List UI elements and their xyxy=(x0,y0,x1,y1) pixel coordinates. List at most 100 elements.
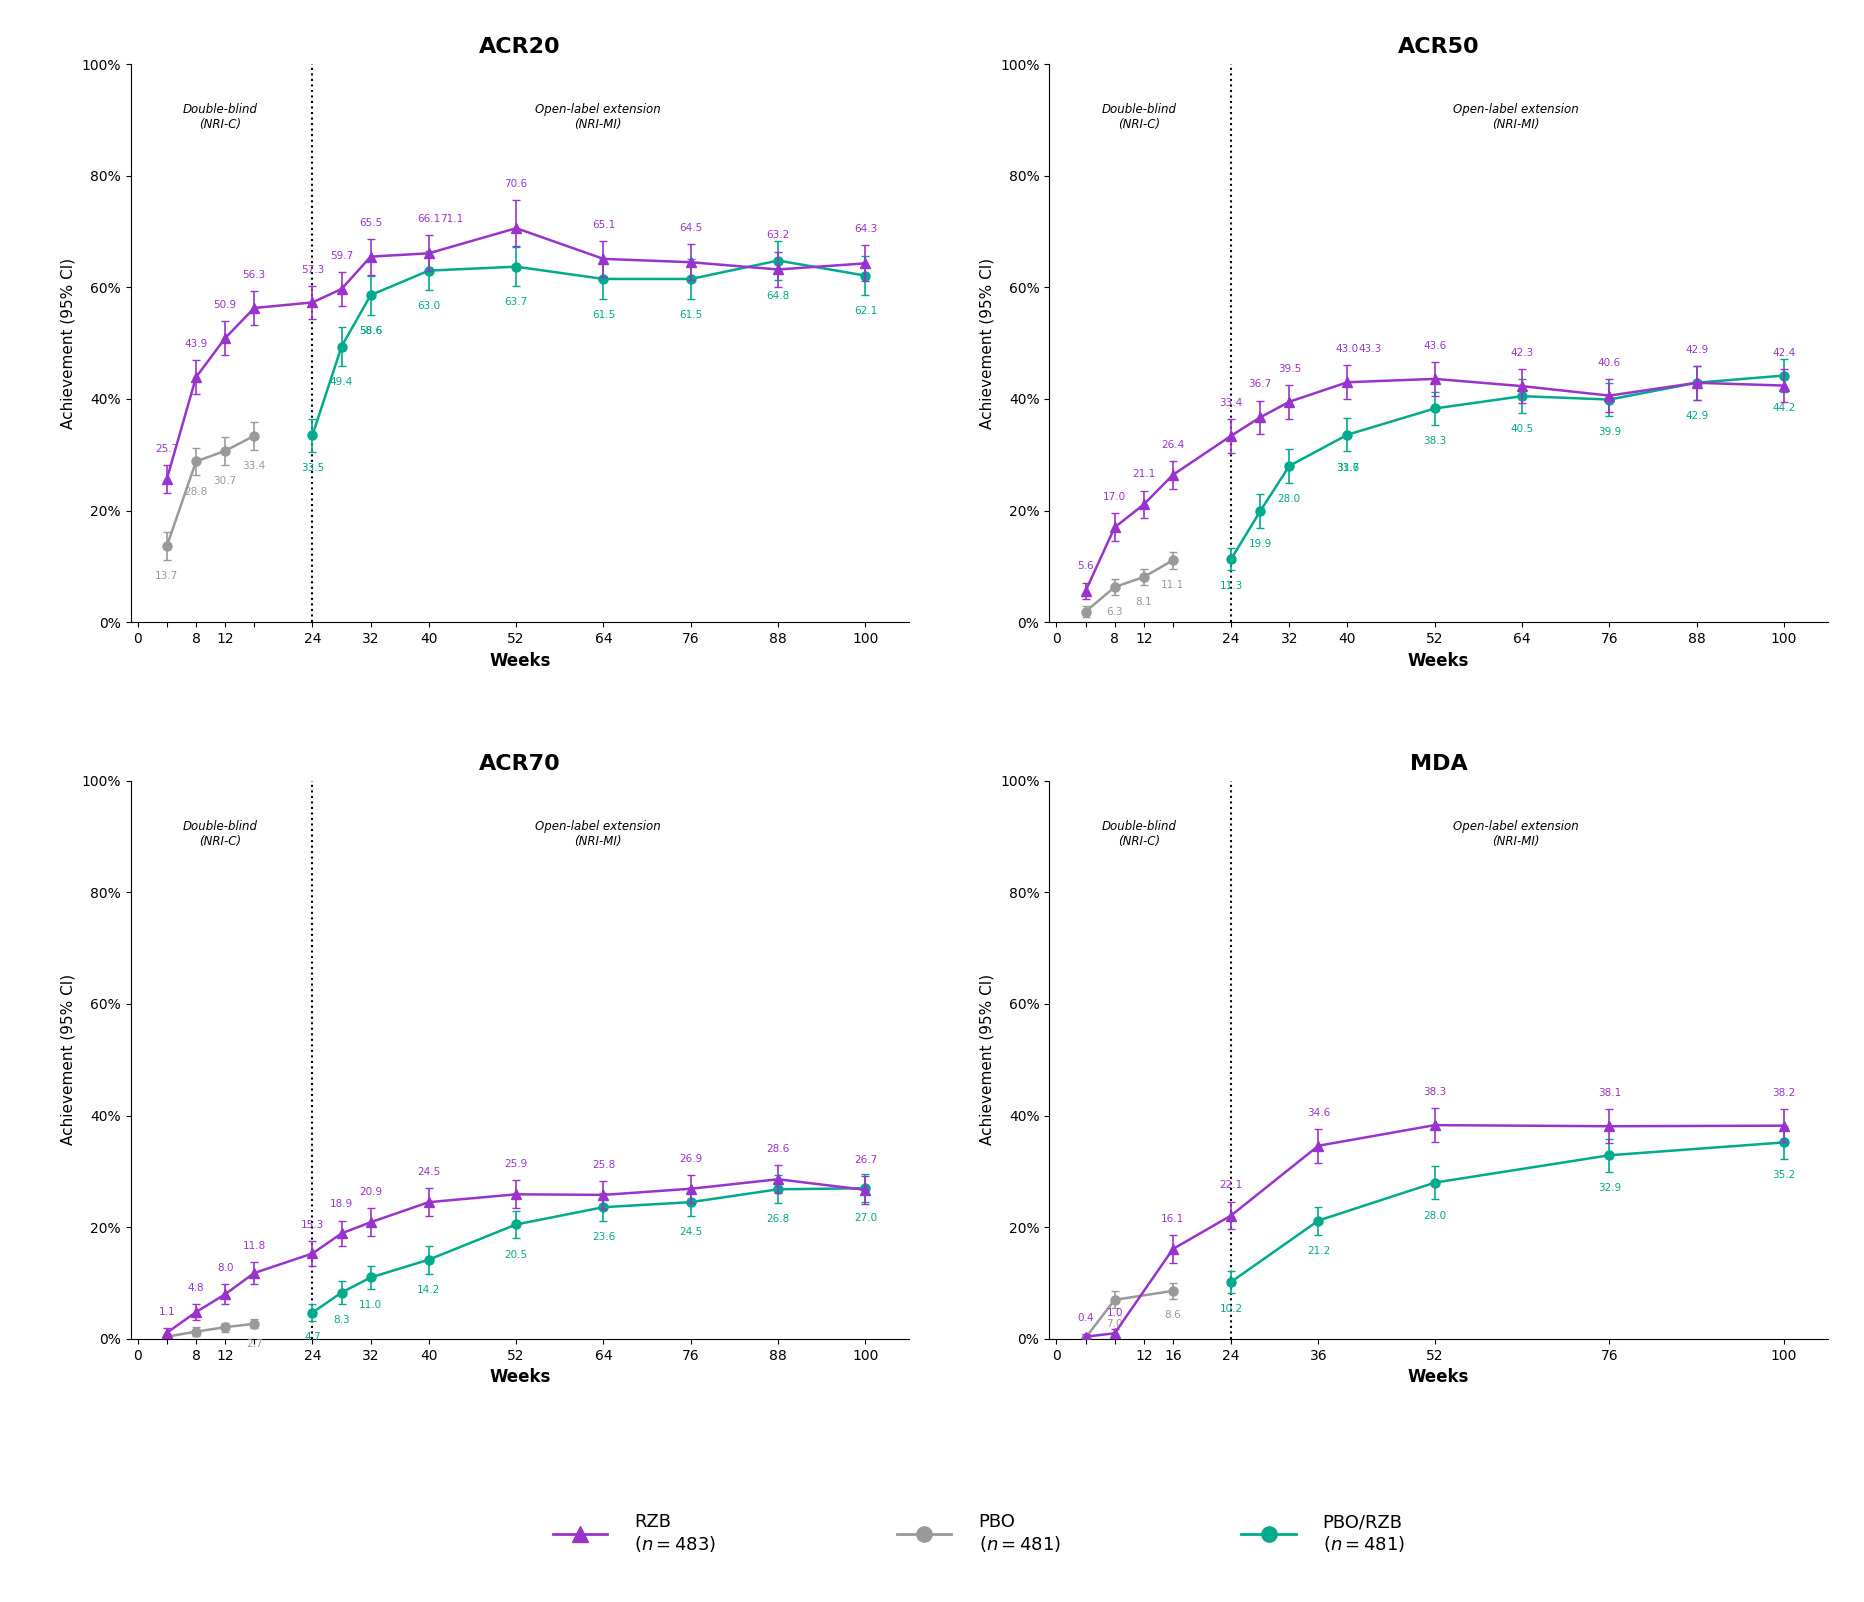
Text: Double-blind
(NRI-C): Double-blind (NRI-C) xyxy=(1100,103,1176,131)
Text: 61.5: 61.5 xyxy=(678,309,703,320)
Text: 58.6: 58.6 xyxy=(360,325,382,336)
Text: 11.0: 11.0 xyxy=(360,1299,382,1310)
Text: 61.5: 61.5 xyxy=(591,309,615,320)
Text: 42.9: 42.9 xyxy=(1685,344,1707,356)
Text: Open-label extension
(NRI-MI): Open-label extension (NRI-MI) xyxy=(1452,103,1579,131)
Text: Open-label extension
(NRI-MI): Open-label extension (NRI-MI) xyxy=(1452,820,1579,847)
Text: 26.9: 26.9 xyxy=(678,1153,703,1163)
Text: 21.1: 21.1 xyxy=(1131,469,1156,479)
Text: 15.3: 15.3 xyxy=(300,1219,324,1229)
Text: 38.3: 38.3 xyxy=(1422,436,1446,447)
Text: 16.1: 16.1 xyxy=(1161,1214,1184,1224)
Text: 28.0: 28.0 xyxy=(1422,1211,1446,1221)
Text: 25.8: 25.8 xyxy=(591,1160,615,1169)
Text: 32.9: 32.9 xyxy=(1597,1184,1620,1193)
Text: 38.1: 38.1 xyxy=(1597,1088,1620,1099)
Y-axis label: Achievement (95% CI): Achievement (95% CI) xyxy=(62,974,76,1145)
Text: 25.9: 25.9 xyxy=(505,1160,528,1169)
Text: 33.4: 33.4 xyxy=(242,461,267,471)
Text: 25.7: 25.7 xyxy=(155,444,179,453)
Text: 31.7: 31.7 xyxy=(1335,463,1359,473)
Text: 8.1: 8.1 xyxy=(1135,596,1152,607)
Y-axis label: Achievement (95% CI): Achievement (95% CI) xyxy=(979,258,994,429)
Text: 11.8: 11.8 xyxy=(242,1240,267,1251)
Title: ACR70: ACR70 xyxy=(479,753,561,774)
Text: 10.2: 10.2 xyxy=(1219,1304,1241,1314)
Text: 63.0: 63.0 xyxy=(418,301,440,311)
Y-axis label: Achievement (95% CI): Achievement (95% CI) xyxy=(62,258,76,429)
Text: 21.2: 21.2 xyxy=(1307,1246,1329,1256)
Text: 59.7: 59.7 xyxy=(330,252,352,261)
Text: 33.5: 33.5 xyxy=(300,463,324,473)
Text: 17.0: 17.0 xyxy=(1102,492,1126,503)
Text: 49.4: 49.4 xyxy=(330,376,352,388)
Text: 26.8: 26.8 xyxy=(766,1214,788,1224)
Y-axis label: Achievement (95% CI): Achievement (95% CI) xyxy=(979,974,994,1145)
X-axis label: Weeks: Weeks xyxy=(488,1368,550,1386)
Text: 62.1: 62.1 xyxy=(854,306,876,316)
Text: Double-blind
(NRI-C): Double-blind (NRI-C) xyxy=(183,103,257,131)
Text: 56.3: 56.3 xyxy=(242,271,267,280)
X-axis label: Weeks: Weeks xyxy=(1407,1368,1469,1386)
Text: 13.7: 13.7 xyxy=(155,570,179,582)
Text: 43.6: 43.6 xyxy=(1422,341,1446,351)
Text: 28.0: 28.0 xyxy=(1277,493,1301,505)
Text: 40.5: 40.5 xyxy=(1510,425,1532,434)
Text: 30.7: 30.7 xyxy=(214,476,237,485)
Text: 65.5: 65.5 xyxy=(360,218,382,227)
Text: 64.3: 64.3 xyxy=(854,224,876,234)
Text: 27.0: 27.0 xyxy=(854,1213,876,1224)
Text: 1.0: 1.0 xyxy=(1105,1309,1122,1318)
Text: 40.6: 40.6 xyxy=(1597,357,1620,368)
Text: 6.3: 6.3 xyxy=(1105,607,1122,617)
Text: 42.3: 42.3 xyxy=(1510,348,1532,359)
Text: 8.0: 8.0 xyxy=(216,1262,233,1274)
Text: 35.2: 35.2 xyxy=(1771,1171,1795,1181)
Text: 39.9: 39.9 xyxy=(1597,428,1620,437)
Text: 28.6: 28.6 xyxy=(766,1144,788,1153)
Text: Open-label extension
(NRI-MI): Open-label extension (NRI-MI) xyxy=(535,103,660,131)
Text: 20.9: 20.9 xyxy=(360,1187,382,1197)
Text: 57.3: 57.3 xyxy=(300,264,324,274)
Text: 19.9: 19.9 xyxy=(1247,538,1271,549)
Text: 24.5: 24.5 xyxy=(678,1227,703,1237)
Text: 20.5: 20.5 xyxy=(505,1250,528,1259)
Text: 8.3: 8.3 xyxy=(334,1315,350,1325)
Text: 11.3: 11.3 xyxy=(1219,582,1241,591)
Title: MDA: MDA xyxy=(1409,753,1467,774)
Text: 24.5: 24.5 xyxy=(418,1166,440,1177)
Text: 64.8: 64.8 xyxy=(766,292,788,301)
Text: 7.0: 7.0 xyxy=(1105,1320,1122,1330)
Text: 43.3: 43.3 xyxy=(1357,344,1381,354)
Text: 34.6: 34.6 xyxy=(1307,1109,1329,1118)
Text: Open-label extension
(NRI-MI): Open-label extension (NRI-MI) xyxy=(535,820,660,847)
Text: 5.6: 5.6 xyxy=(1077,561,1094,572)
Text: 28.8: 28.8 xyxy=(185,487,207,497)
Text: 66.1: 66.1 xyxy=(418,215,440,224)
Text: 23.6: 23.6 xyxy=(591,1232,615,1242)
Text: 65.1: 65.1 xyxy=(591,219,615,229)
Title: ACR50: ACR50 xyxy=(1396,37,1478,58)
Text: 11.1: 11.1 xyxy=(1161,580,1184,590)
Text: 1.1: 1.1 xyxy=(158,1307,175,1317)
Text: 42.4: 42.4 xyxy=(1771,348,1795,357)
Text: 0.4: 0.4 xyxy=(1077,1314,1092,1323)
Text: 33.6: 33.6 xyxy=(1335,463,1359,473)
Text: Double-blind
(NRI-C): Double-blind (NRI-C) xyxy=(1100,820,1176,847)
Text: 50.9: 50.9 xyxy=(214,300,237,311)
X-axis label: Weeks: Weeks xyxy=(1407,652,1469,670)
Text: 63.2: 63.2 xyxy=(766,231,788,240)
Text: 4.8: 4.8 xyxy=(188,1283,205,1293)
Legend: RZB
$(n = 483)$, PBO
$(n = 481)$, PBO/RZB
$(n = 481)$: RZB $(n = 483)$, PBO $(n = 481)$, PBO/RZ… xyxy=(554,1512,1404,1554)
Text: 38.3: 38.3 xyxy=(1422,1088,1446,1097)
Text: 2.7: 2.7 xyxy=(246,1339,263,1349)
Text: 8.6: 8.6 xyxy=(1163,1310,1180,1320)
Text: 36.7: 36.7 xyxy=(1247,380,1271,389)
Text: 43.0: 43.0 xyxy=(1335,344,1359,354)
Text: 39.5: 39.5 xyxy=(1277,364,1301,373)
X-axis label: Weeks: Weeks xyxy=(488,652,550,670)
Text: 33.4: 33.4 xyxy=(1219,397,1241,409)
Text: 70.6: 70.6 xyxy=(505,179,528,189)
Text: 42.9: 42.9 xyxy=(1685,410,1707,421)
Title: ACR20: ACR20 xyxy=(479,37,561,58)
